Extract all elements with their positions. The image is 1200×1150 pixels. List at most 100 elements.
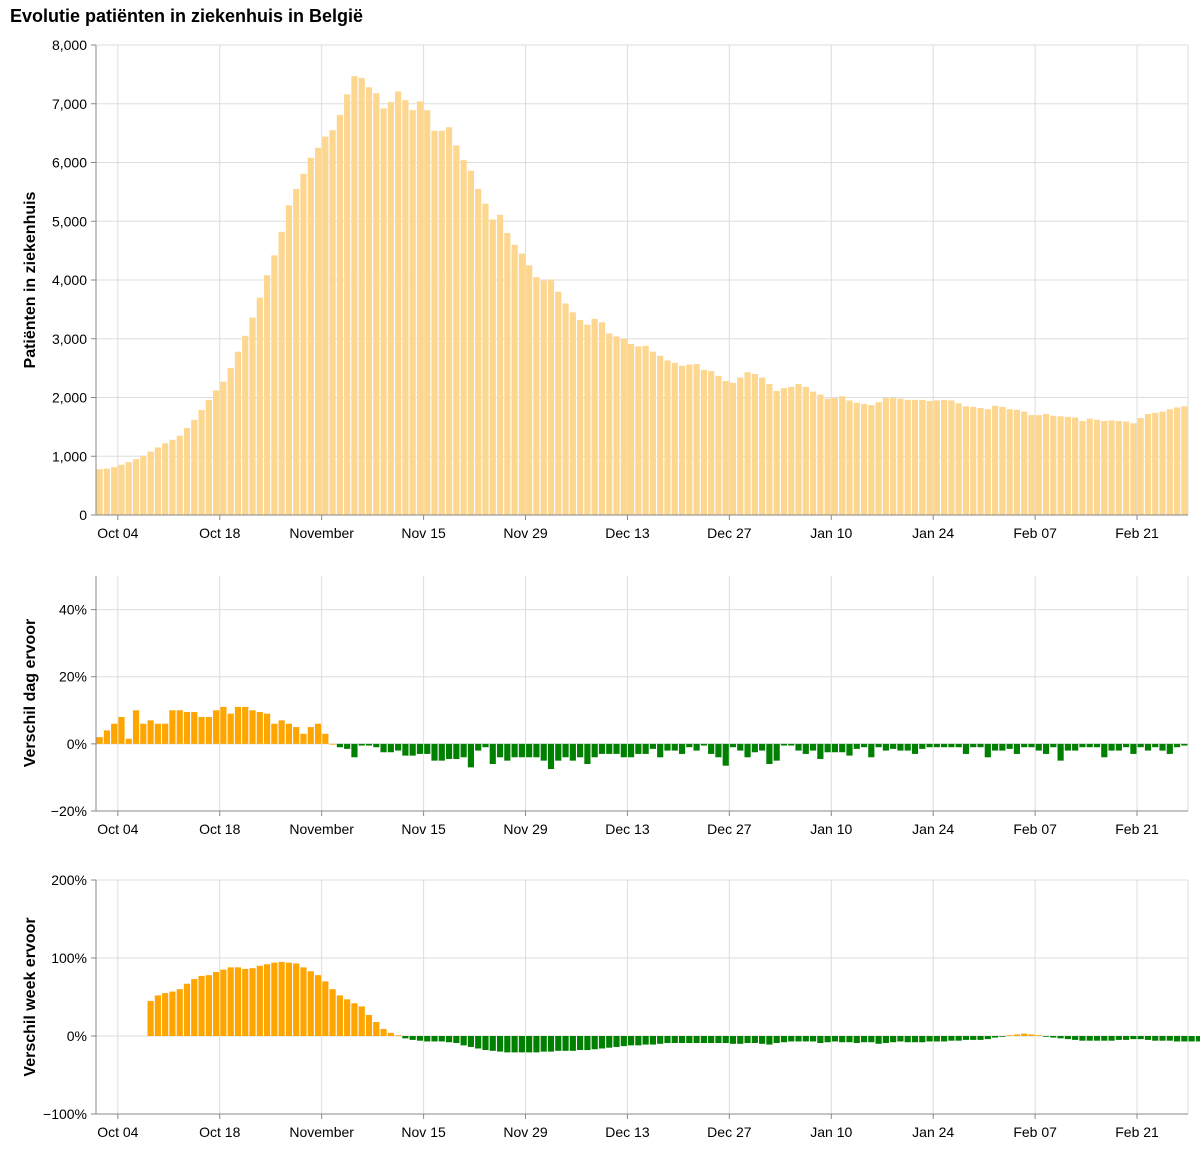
bar [1021,1033,1028,1036]
bar [1144,1036,1152,1040]
bar [671,1036,678,1044]
x-tick-label: Nov 29 [503,821,548,837]
bar [569,1036,576,1051]
bar [1101,743,1108,758]
page-title: Evolutie patiënten in ziekenhuis in Belg… [10,6,364,26]
bar [475,188,482,515]
bar [1123,421,1130,515]
bar [547,1036,555,1052]
bar [722,1036,729,1044]
bar [780,743,788,746]
bar [999,743,1006,751]
bar [445,1036,453,1043]
bar [460,743,467,758]
bar [1166,743,1173,754]
bar [373,743,380,748]
bar [824,398,831,515]
y-tick-label: −100% [43,1106,87,1122]
bar [111,467,118,515]
bar [766,743,773,764]
bar [147,1000,154,1036]
bar [613,336,620,515]
bar [708,371,715,515]
bar [933,400,940,515]
bar [984,743,991,758]
bar [1006,1035,1013,1037]
bar [526,743,533,758]
bar [242,968,249,1036]
bar [991,405,999,515]
bar [970,1036,977,1040]
bar [1130,743,1137,754]
bar [1188,1036,1195,1042]
bar [1013,409,1021,515]
bar [809,743,817,751]
x-tick-label: Dec 27 [707,1124,752,1140]
x-tick-label: Oct 04 [97,525,138,541]
x-tick-label: Nov 15 [401,525,446,541]
bar [234,967,242,1036]
bar [373,1021,380,1036]
bar [518,743,525,758]
bar [285,723,293,744]
bar [416,1036,424,1041]
bar [162,723,169,744]
x-tick-label: November [289,821,354,837]
bar [809,1036,817,1042]
bar [788,743,795,746]
bar [678,743,686,754]
x-tick-label: Nov 29 [503,525,548,541]
bar [817,394,824,515]
bar [431,130,438,515]
bar [213,710,220,744]
bar [249,317,256,515]
bar [839,743,846,753]
y-tick-label: 0 [79,507,87,523]
bar [882,398,889,515]
bar [271,255,278,515]
bar [329,743,336,745]
bar [227,368,234,515]
bar [1181,743,1188,746]
bar [395,743,402,751]
x-tick-label: Nov 15 [401,1124,446,1140]
bar [744,743,751,758]
bar [416,743,424,754]
bar [919,743,926,749]
bar [213,390,220,515]
bar [416,101,424,516]
x-tick-label: Jan 24 [912,821,954,837]
bar [256,711,263,744]
bar [1152,743,1159,748]
bar [577,1036,584,1051]
x-tick-label: Dec 13 [605,821,650,837]
bar [926,401,933,515]
bar [424,743,431,754]
y-tick-label: 3,000 [52,331,87,347]
bar [853,743,860,749]
x-tick-label: Feb 21 [1115,821,1159,837]
bar [1137,743,1144,748]
bar [831,398,839,515]
bar [846,400,853,515]
bar [788,386,795,515]
bar [577,743,584,758]
bar [125,738,132,744]
bar [598,322,606,515]
bar [1006,743,1013,749]
bar [547,279,555,515]
bar [700,369,707,515]
y-tick-label: 2,000 [52,390,87,406]
bar [198,409,205,515]
bar [897,743,904,751]
bar [314,975,322,1036]
bar [620,743,627,758]
bar [278,961,285,1036]
bar [955,1036,962,1041]
bar [751,374,758,515]
y-tick-label: 4,000 [52,272,87,288]
bar [759,743,766,751]
bar [293,963,300,1036]
bar [242,335,249,515]
bar [1035,415,1042,515]
